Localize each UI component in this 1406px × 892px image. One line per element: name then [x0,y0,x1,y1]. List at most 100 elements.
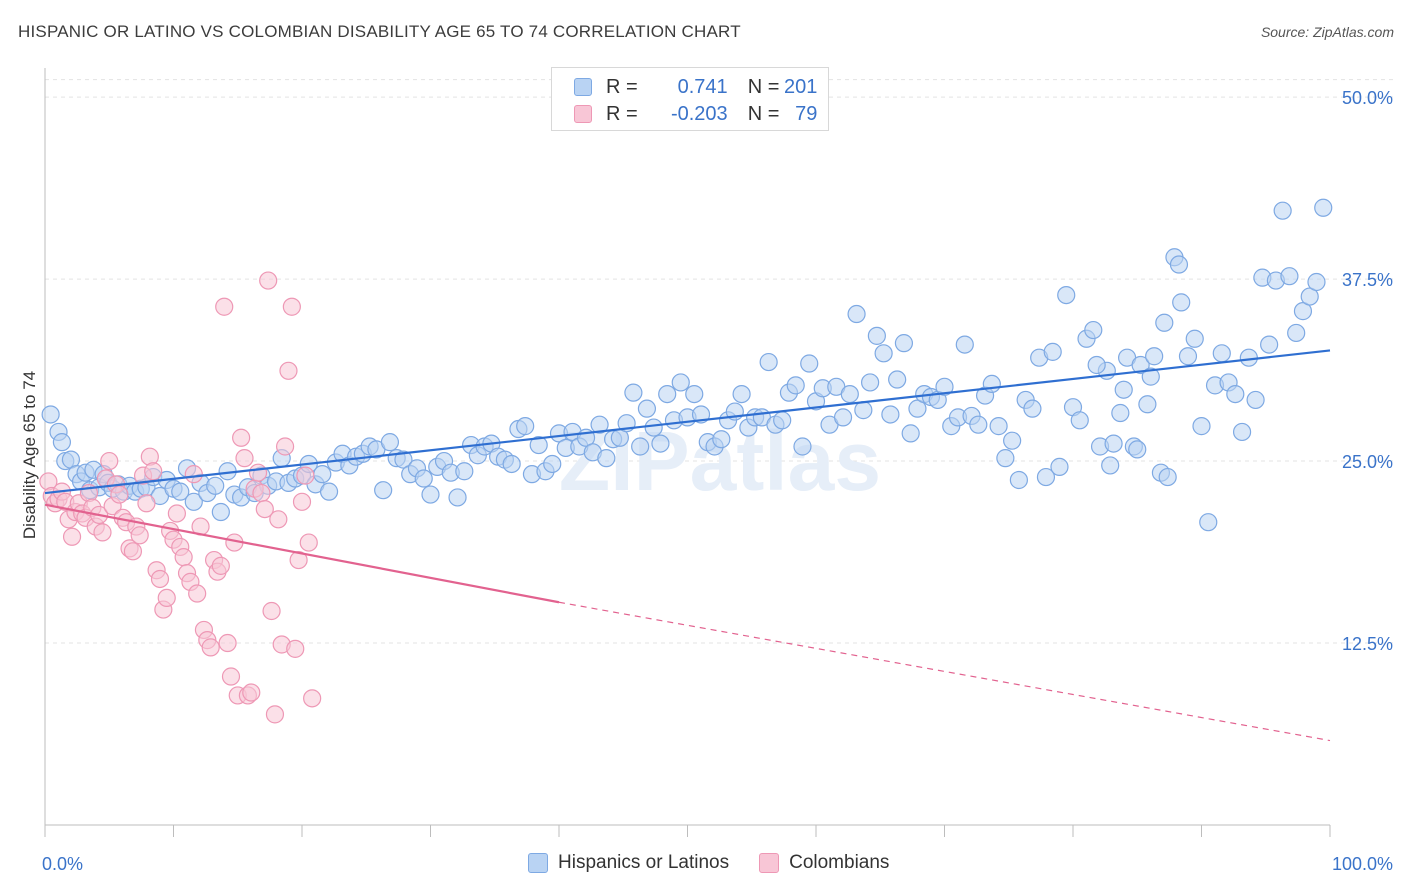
point-hispanic [1114,380,1133,399]
legend-row-hispanic: R = 0.741 N = 201 [574,74,817,100]
point-colombian [259,271,278,290]
point-hispanic [1101,456,1120,475]
point-colombian [93,523,112,542]
point-hispanic [982,374,1001,394]
x-tick-label: 0.0% [42,854,83,874]
legend-n-value: 201 [784,75,818,98]
point-colombian [262,601,281,621]
point-hispanic [1260,335,1279,354]
legend-swatch-pink [574,105,592,123]
y-tick-label: 12.5% [1342,634,1393,654]
point-hispanic [1273,201,1292,220]
point-hispanic [1199,513,1218,532]
point-hispanic [1314,198,1333,217]
point-colombian [299,533,318,552]
point-colombian [215,297,234,316]
point-hispanic [1104,434,1123,453]
point-hispanic [901,424,920,443]
bottom-legend: Hispanics or Latinos Colombians [528,852,919,874]
point-hispanic [1131,355,1150,375]
point-hispanic [1155,313,1174,332]
source-label: Source: ZipAtlas.com [1260,24,1394,40]
point-hispanic [590,415,609,434]
point-hispanic [1138,395,1157,414]
point-hispanic [421,485,440,504]
point-hispanic [1232,422,1252,442]
point-colombian [232,428,251,447]
point-colombian [255,499,274,519]
point-colombian [286,639,305,658]
point-hispanic [685,384,704,404]
point-hispanic [671,373,690,392]
y-tick-label: 25.0% [1342,452,1393,472]
legend-n-value: 79 [795,102,818,125]
point-hispanic [171,482,190,501]
point-hispanic [455,462,474,481]
point-colombian [235,449,254,468]
point-colombian [279,361,298,380]
point-colombian [296,466,315,485]
y-tick-label: 50.0% [1342,88,1393,108]
point-colombian [282,297,301,316]
point-hispanic [996,449,1015,468]
point-hispanic [1280,267,1299,286]
point-hispanic [448,488,467,507]
point-hispanic [651,434,670,453]
point-colombian [174,548,193,567]
point-hispanic [184,492,203,511]
point-hispanic [773,411,792,430]
point-hispanic [1111,403,1130,423]
bottom-legend-label: Hispanics or Latinos [558,852,730,873]
point-colombian [167,504,186,523]
point-colombian [221,667,241,686]
point-hispanic [1003,431,1022,450]
point-hispanic [1145,347,1164,366]
point-hispanic [1158,467,1177,487]
point-hispanic [516,417,535,436]
point-colombian [157,588,176,608]
trendline-colombian-dashed [558,601,1331,742]
point-colombian [275,437,295,456]
point-colombian [248,463,268,482]
legend-box: R = 0.741 N = 201 R = -0.203 N = 79 [551,67,829,131]
point-colombian [289,550,308,570]
point-colombian [188,584,207,603]
point-colombian [292,492,312,511]
point-hispanic [380,433,400,452]
point-hispanic [52,433,72,452]
point-hispanic [732,384,751,404]
point-hispanic [41,405,60,424]
point-hispanic [1212,344,1231,363]
point-hispanic [955,335,974,354]
legend-r-value: 0.741 [677,75,728,98]
point-hispanic [935,377,954,396]
point-hispanic [502,454,521,474]
point-hispanic [631,437,650,456]
legend-r-value: -0.203 [670,102,728,125]
point-hispanic [206,476,225,495]
point-hispanic [644,418,663,437]
legend-n-label: N = [747,75,780,98]
y-tick-label: 37.5% [1342,270,1393,290]
point-colombian [144,462,163,481]
point-hispanic [1192,417,1211,436]
point-hispanic [712,430,731,449]
point-hispanic [1043,342,1062,361]
bottom-legend-swatch-pink [759,853,780,873]
point-hispanic [1169,255,1189,274]
bottom-legend-swatch-blue [528,853,548,873]
point-hispanic [1084,320,1103,340]
point-colombian [100,451,119,471]
point-colombian [110,485,129,504]
point-hispanic [1050,457,1069,476]
point-hispanic [1226,384,1245,404]
point-colombian [150,569,170,589]
chart-title: HISPANIC OR LATINO VS COLOMBIAN DISABILI… [18,22,741,41]
point-hispanic [847,304,866,324]
point-hispanic [793,437,812,456]
trendline-colombian [44,503,560,604]
point-hispanic [989,417,1008,436]
point-colombian [62,527,82,546]
point-colombian [123,542,143,561]
